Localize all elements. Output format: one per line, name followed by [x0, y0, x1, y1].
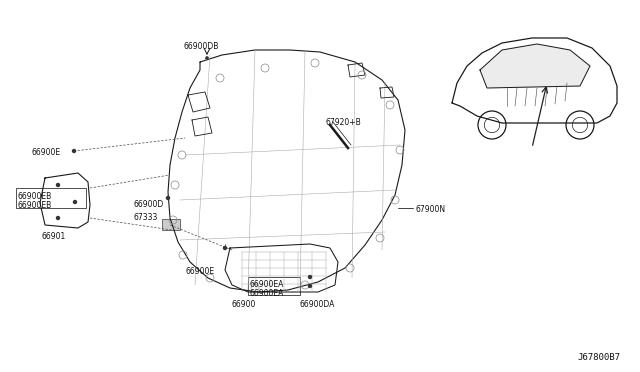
Text: 66900: 66900 [232, 300, 257, 309]
Bar [162, 219, 180, 230]
Text: 67920+B: 67920+B [325, 118, 361, 127]
Circle shape [308, 284, 312, 288]
Text: J67800B7: J67800B7 [577, 353, 620, 362]
Text: 67900N: 67900N [415, 205, 445, 214]
Circle shape [73, 200, 77, 204]
Circle shape [56, 183, 60, 187]
Text: 66900DB: 66900DB [183, 42, 218, 51]
Circle shape [72, 149, 76, 153]
Text: 67333: 67333 [133, 213, 157, 222]
Text: 66900D: 66900D [133, 200, 163, 209]
Circle shape [308, 275, 312, 279]
Bar [16, 188, 86, 208]
Circle shape [166, 196, 170, 200]
Text: 66900EA: 66900EA [250, 280, 284, 289]
Bar [248, 277, 300, 295]
Circle shape [56, 216, 60, 220]
Text: 66900E: 66900E [185, 267, 214, 276]
Text: 66900E: 66900E [32, 148, 61, 157]
Circle shape [223, 246, 227, 250]
Circle shape [205, 56, 209, 60]
Text: 66900DA: 66900DA [300, 300, 335, 309]
Text: 66900EB: 66900EB [18, 201, 52, 210]
Text: 66900EB: 66900EB [18, 192, 52, 201]
Polygon shape [480, 44, 590, 88]
Text: 66900EA: 66900EA [250, 289, 284, 298]
Text: 66901: 66901 [42, 232, 67, 241]
